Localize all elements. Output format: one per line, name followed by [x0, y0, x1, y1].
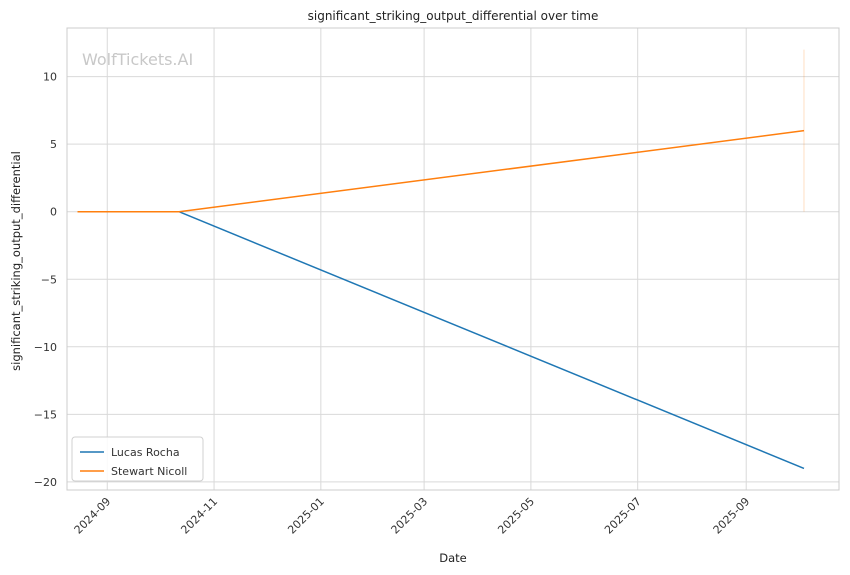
series-lines	[77, 129, 805, 470]
chart-title: significant_striking_output_differential…	[308, 9, 599, 23]
y-axis-title: significant_striking_output_differential	[9, 151, 23, 371]
legend-box	[71, 436, 204, 482]
grid	[67, 28, 839, 490]
y-tick-label: 10	[43, 71, 57, 84]
y-tick-label: −5	[41, 273, 57, 286]
series-line-lucas-rocha	[178, 211, 805, 470]
plot-area-frame	[66, 27, 840, 491]
legend-label-stewart-nicoll: Stewart Nicoll	[111, 465, 187, 478]
y-tick-label: 0	[50, 206, 57, 219]
y-tick-label: −15	[34, 408, 57, 421]
y-tick-label: −10	[34, 341, 57, 354]
watermark: WolfTickets.AI	[82, 50, 193, 69]
legend: Lucas Rocha Stewart Nicoll	[71, 436, 204, 482]
y-tick-label: −20	[34, 476, 57, 489]
x-axis-title: Date	[439, 551, 467, 565]
legend-label-lucas-rocha: Lucas Rocha	[111, 446, 180, 459]
y-tick-label: 5	[50, 138, 57, 151]
series-line-stewart-nicoll	[77, 129, 805, 213]
